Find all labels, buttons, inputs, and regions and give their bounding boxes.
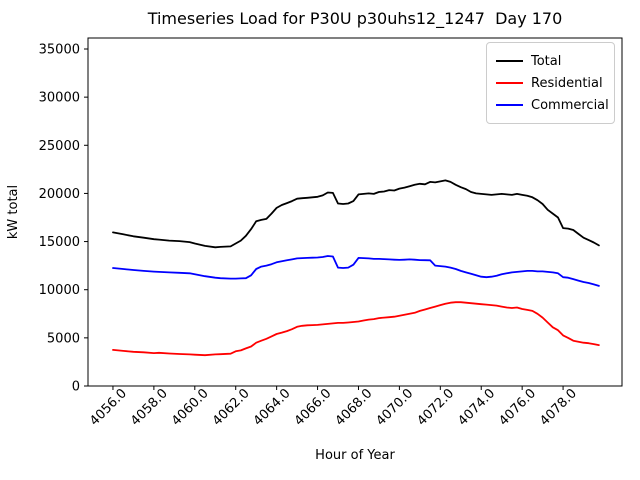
y-tick-label: 25000 — [39, 139, 80, 154]
x-tick-label: 4072.0 — [414, 386, 457, 429]
legend-label-residential: Residential — [531, 75, 603, 91]
legend-label-total: Total — [531, 53, 562, 69]
y-axis-label: kW total — [6, 185, 21, 239]
legend: Total Residential Commercial — [486, 42, 615, 124]
x-tick-label: 4062.0 — [210, 386, 253, 429]
x-tick-label: 4060.0 — [169, 386, 212, 429]
x-tick-label: 4064.0 — [251, 386, 294, 429]
y-tick-label: 20000 — [39, 187, 80, 202]
y-tick-label: 0 — [72, 380, 80, 395]
total-line-swatch — [496, 60, 523, 62]
x-tick-label: 4058.0 — [128, 386, 171, 429]
y-tick-label: 35000 — [39, 42, 80, 57]
x-tick-label: 4056.0 — [87, 386, 130, 429]
y-tick-label: 30000 — [39, 91, 80, 106]
x-tick-label: 4068.0 — [333, 386, 376, 429]
x-tick-label: 4070.0 — [374, 386, 417, 429]
chart-title: Timeseries Load for P30U p30uhs12_1247 D… — [147, 9, 563, 28]
x-tick-label: 4078.0 — [537, 386, 580, 429]
y-tick-label: 5000 — [47, 331, 80, 346]
legend-label-commercial: Commercial — [531, 97, 609, 113]
x-axis-label: Hour of Year — [315, 448, 395, 463]
x-tick-label: 4076.0 — [496, 386, 539, 429]
legend-item-commercial: Commercial — [496, 94, 609, 116]
residential-line-swatch — [496, 82, 523, 84]
x-tick-label: 4074.0 — [455, 386, 498, 429]
legend-item-total: Total — [496, 50, 605, 72]
x-tick-label: 4066.0 — [292, 386, 335, 429]
commercial-line-swatch — [496, 104, 523, 106]
axes-frame — [87, 37, 623, 387]
legend-item-residential: Residential — [496, 72, 605, 94]
series-line-residential — [112, 301, 600, 357]
y-tick-label: 15000 — [39, 235, 80, 250]
series-line-commercial — [112, 255, 600, 287]
series-line-total — [112, 179, 600, 249]
y-tick-label: 10000 — [39, 283, 80, 298]
